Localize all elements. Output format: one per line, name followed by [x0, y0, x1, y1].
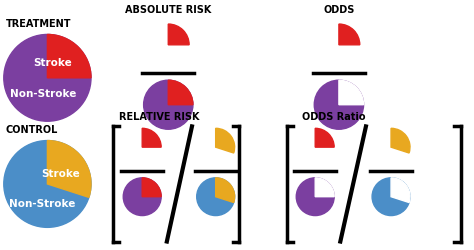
Text: RELATIVE RISK: RELATIVE RISK: [118, 112, 199, 122]
Wedge shape: [339, 80, 364, 105]
Wedge shape: [216, 178, 235, 203]
Circle shape: [296, 178, 334, 216]
Text: Stroke: Stroke: [34, 58, 73, 68]
Circle shape: [4, 140, 91, 227]
Text: Non-Stroke: Non-Stroke: [9, 199, 75, 209]
Text: ABSOLUTE RISK: ABSOLUTE RISK: [125, 5, 211, 15]
Text: CONTROL: CONTROL: [6, 125, 58, 135]
Text: Non-Stroke: Non-Stroke: [10, 89, 77, 99]
Wedge shape: [47, 140, 91, 197]
Wedge shape: [142, 128, 161, 147]
Wedge shape: [168, 80, 193, 105]
Text: ODDS: ODDS: [323, 5, 355, 15]
Text: TREATMENT: TREATMENT: [6, 19, 71, 29]
Text: Stroke: Stroke: [41, 168, 80, 178]
Wedge shape: [339, 24, 360, 45]
Circle shape: [123, 178, 161, 216]
Circle shape: [144, 80, 193, 129]
Wedge shape: [391, 178, 410, 203]
Wedge shape: [216, 128, 235, 153]
Wedge shape: [168, 24, 189, 45]
Circle shape: [197, 178, 235, 216]
Circle shape: [314, 80, 364, 129]
Circle shape: [4, 34, 91, 121]
Wedge shape: [391, 128, 410, 153]
Wedge shape: [47, 34, 91, 78]
Text: ODDS Ratio: ODDS Ratio: [302, 112, 366, 122]
Wedge shape: [142, 178, 161, 197]
Wedge shape: [315, 128, 334, 147]
Circle shape: [372, 178, 410, 216]
Wedge shape: [315, 178, 334, 197]
